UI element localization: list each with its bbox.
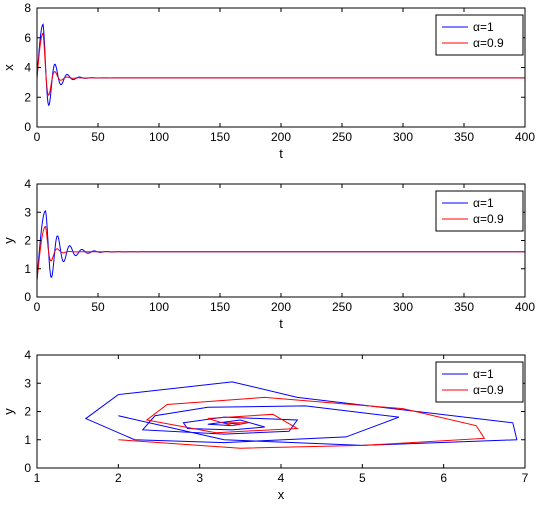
legend-box <box>435 361 524 403</box>
legend: α=1 α=0.9 <box>435 190 524 232</box>
y-tick-label: 4 <box>24 177 31 191</box>
y-tick-label: 8 <box>24 1 31 15</box>
legend-box <box>435 14 524 56</box>
legend: α=1 α=0.9 <box>435 361 524 403</box>
x-tick-label: 50 <box>91 300 105 314</box>
y-tick-label: 4 <box>24 348 31 362</box>
legend: α=1 α=0.9 <box>435 14 524 56</box>
x-tick-label: 300 <box>393 300 413 314</box>
x-tick-label: 300 <box>393 130 413 144</box>
x-tick-label: 0 <box>34 130 41 144</box>
y-tick-label: 3 <box>24 376 31 390</box>
x-tick-label: 100 <box>149 130 169 144</box>
x-axis-label: t <box>279 316 283 331</box>
x-tick-label: 250 <box>332 300 352 314</box>
x-tick-label: 1 <box>34 471 41 485</box>
y-tick-label: 2 <box>24 90 31 104</box>
y-tick-label: 2 <box>24 405 31 419</box>
x-tick-label: 2 <box>115 471 122 485</box>
x-tick-label: 350 <box>454 300 474 314</box>
x-tick-label: 150 <box>210 300 230 314</box>
y-axis-label: y <box>1 408 16 415</box>
y-tick-label: 2 <box>24 234 31 248</box>
x-tick-label: 3 <box>196 471 203 485</box>
series-line-alpha-0-9 <box>37 32 525 97</box>
y-tick-label: 1 <box>24 262 31 276</box>
y-axis-label: y <box>1 237 16 244</box>
x-tick-label: 100 <box>149 300 169 314</box>
x-tick-label: 7 <box>522 471 529 485</box>
x-tick-label: 0 <box>34 300 41 314</box>
legend-label: α=0.9 <box>473 36 504 50</box>
series-line-alpha-1 <box>84 381 518 446</box>
y-tick-label: 0 <box>24 120 31 134</box>
y-tick-label: 4 <box>24 61 31 75</box>
series-line-alpha-0-9 <box>118 396 486 449</box>
x-tick-label: 200 <box>271 130 291 144</box>
legend-label: α=1 <box>473 196 494 210</box>
x-tick-label: 400 <box>515 300 535 314</box>
legend-label: α=1 <box>473 20 494 34</box>
x-tick-label: 6 <box>440 471 447 485</box>
x-tick-label: 4 <box>278 471 285 485</box>
x-tick-label: 350 <box>454 130 474 144</box>
x-tick-label: 400 <box>515 130 535 144</box>
y-axis-label: x <box>1 64 16 71</box>
legend-label: α=0.9 <box>473 383 504 397</box>
legend-label: α=0.9 <box>473 212 504 226</box>
x-tick-label: 150 <box>210 130 230 144</box>
y-tick-label: 0 <box>24 461 31 475</box>
chart-panel-1: 0 50 100 150 200 250 300 350 400 0 2 4 6 8 t x α=1 α=0.9 <box>1 1 535 161</box>
y-tick-label: 6 <box>24 31 31 45</box>
series-line-alpha-0-9 <box>37 225 525 281</box>
x-tick-label: 250 <box>332 130 352 144</box>
x-tick-label: 50 <box>91 130 105 144</box>
legend-label: α=1 <box>473 367 494 381</box>
chart-panel-2: 0 50 100 150 200 250 300 350 400 0 1 2 3 4 t y α=1 α=0.9 <box>1 177 535 331</box>
x-axis-label: x <box>278 487 285 502</box>
x-tick-label: 200 <box>271 300 291 314</box>
y-tick-label: 3 <box>24 205 31 219</box>
legend-box <box>435 190 524 232</box>
y-tick-label: 0 <box>24 290 31 304</box>
x-tick-label: 5 <box>359 471 366 485</box>
x-axis-label: t <box>279 146 283 161</box>
y-tick-label: 1 <box>24 433 31 447</box>
